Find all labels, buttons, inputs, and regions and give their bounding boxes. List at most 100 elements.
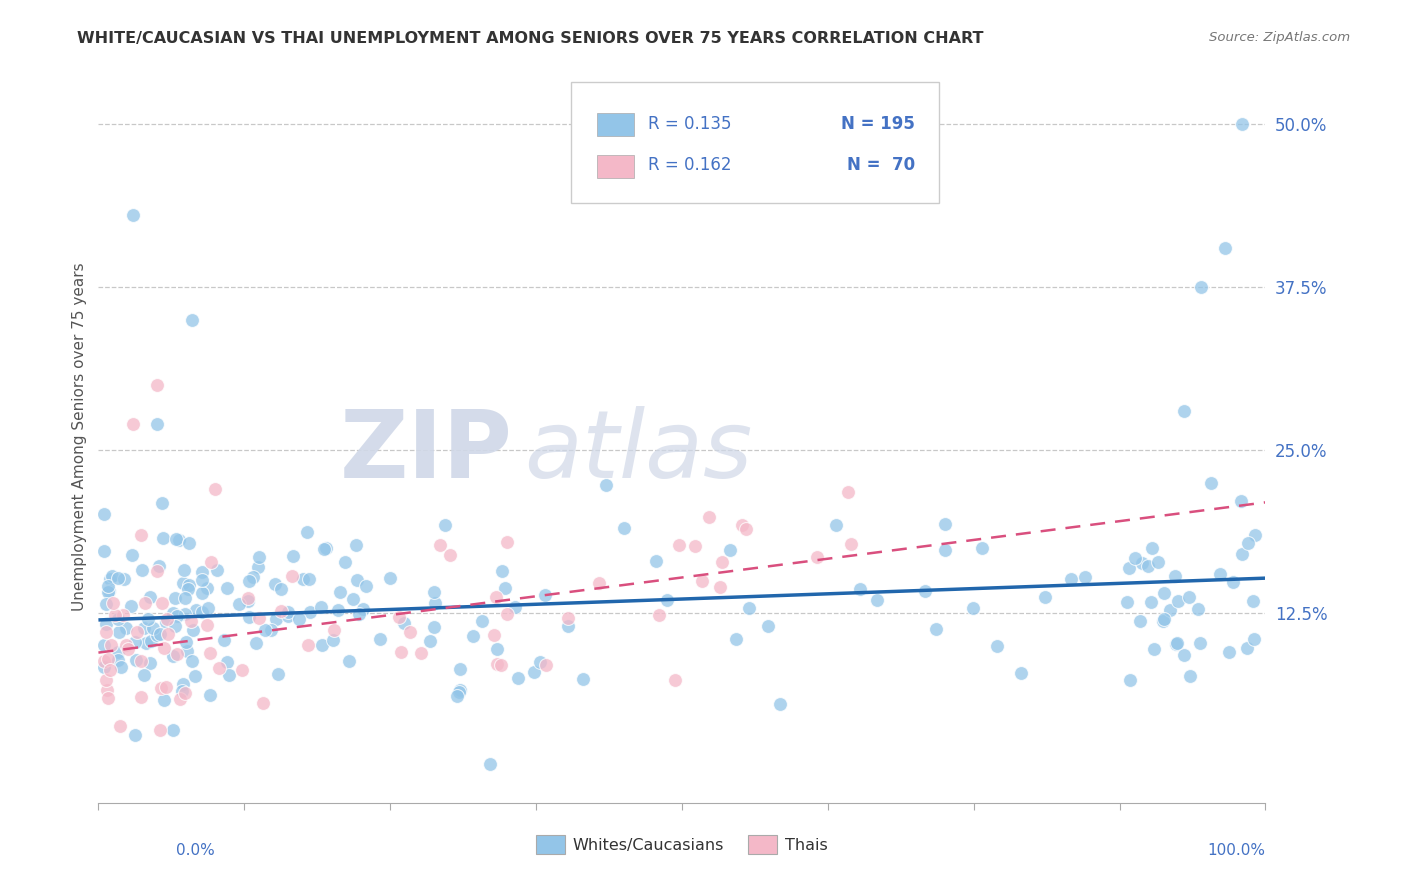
Point — [215, 581, 238, 595]
Point — [411, 646, 433, 660]
Point — [423, 619, 446, 633]
Point — [246, 560, 269, 574]
Point — [156, 612, 179, 626]
Point — [108, 719, 131, 733]
Point — [664, 673, 686, 687]
Point — [200, 555, 222, 569]
Point — [146, 564, 169, 578]
Point — [423, 596, 446, 610]
Point — [228, 597, 250, 611]
Point — [172, 677, 194, 691]
Point — [97, 691, 120, 706]
Point — [508, 671, 530, 685]
Point — [298, 572, 321, 586]
Point — [198, 689, 221, 703]
Point — [429, 538, 451, 552]
Point — [299, 605, 322, 619]
Point — [134, 596, 156, 610]
Point — [177, 582, 200, 596]
Point — [1060, 572, 1083, 586]
Point — [94, 625, 117, 640]
Point — [100, 638, 122, 652]
Point — [315, 541, 337, 555]
Point — [731, 518, 754, 533]
Point — [141, 634, 163, 648]
Point — [270, 604, 292, 618]
Point — [103, 596, 125, 610]
Point — [131, 690, 153, 705]
Point — [245, 636, 267, 650]
Point — [238, 594, 260, 608]
FancyBboxPatch shape — [571, 82, 939, 203]
Point — [449, 683, 471, 698]
Point — [392, 616, 415, 631]
Text: R = 0.135: R = 0.135 — [648, 114, 731, 133]
Point — [173, 685, 195, 699]
Point — [335, 556, 357, 570]
Point — [1011, 666, 1033, 681]
Point — [218, 667, 240, 681]
Point — [97, 579, 120, 593]
Point — [93, 507, 115, 521]
Point — [1230, 117, 1253, 131]
Point — [177, 535, 200, 549]
Point — [690, 574, 713, 588]
Point — [449, 662, 471, 676]
Point — [97, 585, 120, 599]
Point — [326, 603, 349, 617]
Point — [108, 625, 131, 640]
Point — [1166, 636, 1188, 650]
Point — [114, 639, 136, 653]
Point — [914, 583, 936, 598]
Text: R = 0.162: R = 0.162 — [648, 156, 731, 174]
Point — [572, 672, 595, 686]
Point — [93, 638, 115, 652]
Point — [110, 659, 132, 673]
Point — [595, 478, 617, 492]
Point — [496, 534, 519, 549]
Point — [112, 607, 135, 622]
Text: atlas: atlas — [524, 406, 752, 497]
Point — [93, 655, 115, 669]
Point — [281, 549, 304, 564]
Point — [1187, 602, 1209, 616]
Point — [120, 599, 142, 613]
Point — [238, 610, 260, 624]
Point — [346, 573, 368, 587]
Point — [934, 516, 956, 531]
Point — [1164, 637, 1187, 651]
Point — [423, 585, 446, 599]
Point — [180, 614, 202, 628]
Point — [756, 618, 779, 632]
Point — [97, 652, 120, 666]
Point — [986, 639, 1008, 653]
Point — [131, 563, 153, 577]
Point — [1177, 590, 1199, 604]
Point — [536, 658, 558, 673]
Point — [1230, 547, 1253, 561]
Point — [266, 612, 288, 626]
Point — [146, 417, 169, 431]
Point — [277, 609, 299, 624]
Point — [231, 663, 253, 677]
Point — [173, 591, 195, 605]
Point — [523, 665, 546, 680]
Point — [204, 483, 226, 497]
Point — [270, 582, 292, 596]
Point — [101, 568, 124, 582]
Point — [866, 593, 889, 607]
Point — [264, 577, 287, 591]
Point — [368, 632, 391, 647]
Point — [297, 638, 319, 652]
Point — [668, 537, 690, 551]
Point — [98, 572, 121, 586]
Point — [342, 592, 364, 607]
Point — [934, 543, 956, 558]
Point — [287, 612, 309, 626]
Point — [195, 582, 218, 596]
Point — [1218, 645, 1240, 659]
Point — [352, 601, 374, 615]
Point — [167, 533, 190, 548]
Point — [170, 684, 193, 698]
Point — [176, 644, 198, 658]
